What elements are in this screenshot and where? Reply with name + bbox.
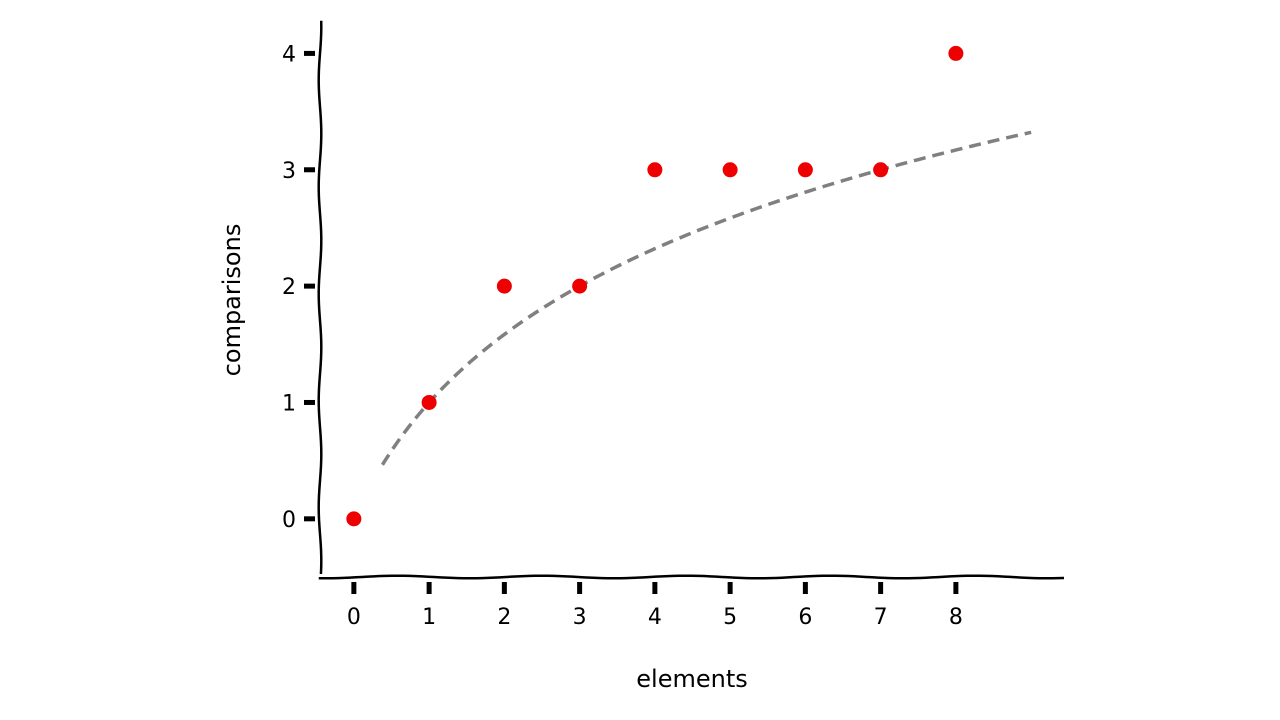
x-axis-label: elements	[636, 665, 747, 693]
x-tick-label: 2	[497, 605, 511, 630]
y-tick-label: 2	[282, 275, 296, 300]
y-tick-label: 0	[282, 508, 296, 533]
trend-line	[380, 130, 1032, 466]
data-points	[346, 45, 964, 527]
x-tick-label: 7	[874, 605, 888, 630]
x-tick-label: 3	[573, 605, 587, 630]
y-tick-label: 4	[282, 42, 296, 67]
data-point	[346, 511, 362, 527]
x-tick-label: 5	[723, 605, 737, 630]
x-tick-label: 6	[798, 605, 812, 630]
data-point	[948, 45, 964, 61]
y-axis-label: comparisons	[218, 224, 246, 377]
x-tick-label: 0	[347, 605, 361, 630]
data-point	[421, 394, 437, 410]
data-point	[873, 162, 889, 178]
x-tick-label: 4	[648, 605, 662, 630]
data-point	[722, 162, 738, 178]
data-point	[496, 278, 512, 294]
x-tick-label: 1	[422, 605, 436, 630]
x-tick-label: 8	[949, 605, 963, 630]
data-point	[647, 162, 663, 178]
x-axis-line	[318, 574, 1065, 580]
trend-line-layer	[380, 130, 1032, 466]
data-point	[797, 162, 813, 178]
tick-labels: 0 1 2 3 4 0 1 2 3 4 5 6 7 8	[282, 42, 963, 630]
y-tick-label: 3	[282, 159, 296, 184]
data-point	[572, 278, 588, 294]
axes	[304, 20, 1065, 594]
y-axis-line	[317, 20, 323, 575]
y-tick-label: 1	[282, 391, 296, 416]
